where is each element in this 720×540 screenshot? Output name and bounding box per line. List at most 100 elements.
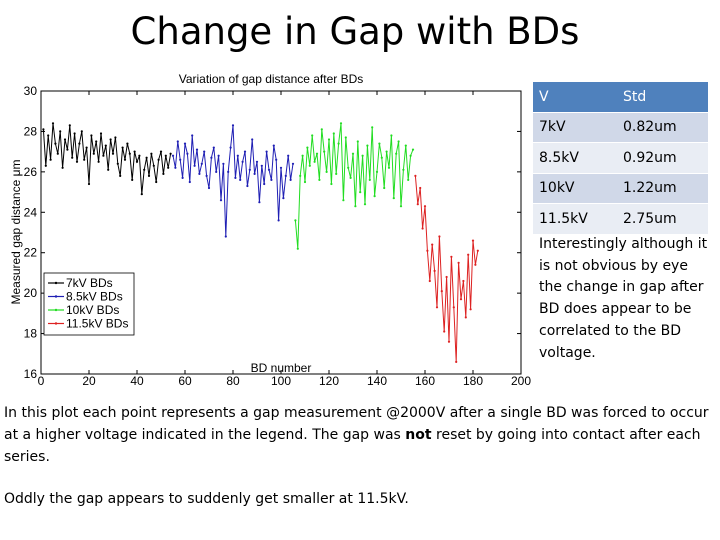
- data-point: [126, 142, 129, 145]
- x-tick-label: 80: [226, 374, 240, 388]
- data-point: [459, 298, 463, 301]
- data-point: [174, 166, 177, 169]
- data-point: [380, 156, 383, 159]
- data-point: [320, 128, 323, 131]
- data-point: [356, 140, 359, 143]
- data-point: [443, 330, 446, 333]
- data-point: [275, 158, 278, 161]
- data-point: [119, 174, 122, 177]
- data-point: [423, 205, 427, 208]
- data-point: [169, 152, 172, 155]
- data-point: [318, 178, 321, 181]
- y-tick-label: 24: [24, 205, 38, 219]
- data-point: [121, 146, 124, 149]
- data-point: [349, 176, 352, 179]
- data-point: [366, 144, 369, 147]
- data-point: [49, 158, 52, 161]
- row-std: 2.75um: [617, 203, 708, 235]
- gap-chart: Variation of gap distance after BDs 0 20 4…: [9, 72, 531, 388]
- data-point: [265, 150, 268, 153]
- data-point: [102, 154, 105, 157]
- table-row: 10kV 1.22um: [533, 173, 708, 204]
- data-point: [210, 156, 213, 159]
- x-tick-label: 160: [415, 374, 435, 388]
- row-std: 0.92um: [617, 142, 708, 174]
- data-point: [114, 136, 117, 139]
- data-point: [378, 142, 381, 145]
- data-point: [421, 227, 424, 230]
- data-point: [282, 197, 285, 200]
- data-point: [80, 130, 83, 133]
- table-row: 11.5kV 2.75um: [533, 203, 708, 235]
- y-axis-label: Measured gap distance μm: [9, 160, 23, 305]
- data-point: [191, 134, 194, 137]
- data-point: [289, 178, 292, 181]
- data-point: [476, 249, 479, 252]
- legend-box: [43, 272, 135, 336]
- data-point: [306, 146, 309, 149]
- x-tick-label: 200: [511, 374, 531, 388]
- data-point: [385, 150, 388, 153]
- row-std: 1.22um: [617, 173, 708, 204]
- data-point: [109, 138, 112, 141]
- data-point: [186, 152, 189, 155]
- side-note: Interestingly although it is not obvious…: [539, 236, 708, 361]
- data-point: [277, 219, 280, 222]
- y-tick-label: 20: [24, 286, 38, 300]
- table-row: 8.5kV 0.92um: [533, 142, 708, 174]
- data-point: [179, 158, 182, 161]
- series-line: [42, 123, 172, 195]
- row-std: 0.82um: [617, 112, 708, 143]
- data-point: [42, 128, 45, 131]
- series-line: [294, 123, 414, 249]
- data-point: [193, 164, 196, 167]
- paragraph-text-after: reset by going into contact after each s…: [4, 427, 701, 465]
- data-point: [152, 164, 155, 167]
- data-point: [462, 279, 465, 283]
- data-point: [251, 138, 254, 141]
- data-point: [284, 174, 287, 177]
- data-point: [195, 148, 199, 151]
- data-point: [162, 172, 165, 175]
- std-table: V Std 7kV 0.82um 8.5kV 0.92um 10kV 1.22u…: [533, 82, 708, 235]
- data-point: [123, 158, 127, 161]
- table-row: 7kV 0.82um: [533, 112, 708, 143]
- data-point: [171, 154, 175, 157]
- data-point: [258, 201, 261, 204]
- data-point: [361, 154, 364, 157]
- data-point: [327, 138, 331, 141]
- data-point: [219, 199, 223, 202]
- x-tick-label: 0: [38, 374, 45, 388]
- data-point: [104, 144, 107, 147]
- data-point: [164, 154, 167, 157]
- data-point: [143, 168, 146, 171]
- data-point: [231, 124, 235, 127]
- data-point: [239, 178, 242, 181]
- data-point: [354, 205, 357, 208]
- data-point: [359, 191, 362, 194]
- data-point: [339, 122, 343, 125]
- data-point: [224, 235, 227, 238]
- data-point: [227, 170, 230, 173]
- data-point: [236, 154, 239, 157]
- data-point: [337, 142, 340, 145]
- y-tick-label: 30: [24, 84, 38, 98]
- data-point: [229, 146, 232, 149]
- data-point: [335, 172, 338, 175]
- data-point: [83, 158, 86, 161]
- data-point: [387, 166, 391, 169]
- data-point: [234, 176, 237, 179]
- data-point: [474, 263, 477, 266]
- chart-title: Variation of gap distance after BDs: [179, 72, 364, 86]
- data-point: [347, 166, 350, 169]
- data-point: [351, 152, 355, 155]
- data-point: [471, 239, 475, 242]
- data-point: [435, 306, 439, 309]
- data-point: [138, 154, 141, 157]
- data-point: [135, 160, 139, 163]
- data-point: [198, 172, 201, 175]
- series-layer: [42, 122, 479, 363]
- data-point: [313, 160, 316, 163]
- data-point: [56, 152, 59, 155]
- data-point: [467, 253, 470, 256]
